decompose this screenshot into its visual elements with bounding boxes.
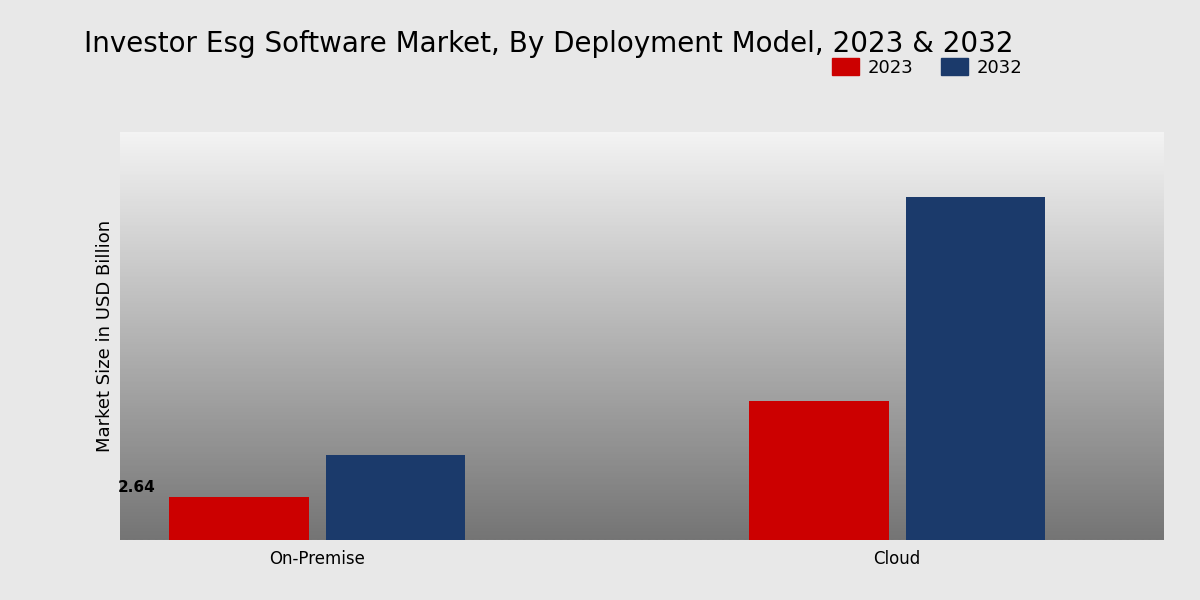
Bar — [169, 497, 308, 540]
Bar — [749, 401, 888, 540]
Legend: 2023, 2032: 2023, 2032 — [824, 51, 1030, 84]
Y-axis label: Market Size in USD Billion: Market Size in USD Billion — [96, 220, 114, 452]
Bar — [906, 197, 1045, 540]
Bar — [326, 455, 466, 540]
Text: Investor Esg Software Market, By Deployment Model, 2023 & 2032: Investor Esg Software Market, By Deploym… — [84, 30, 1014, 58]
Text: 2.64: 2.64 — [118, 480, 155, 495]
